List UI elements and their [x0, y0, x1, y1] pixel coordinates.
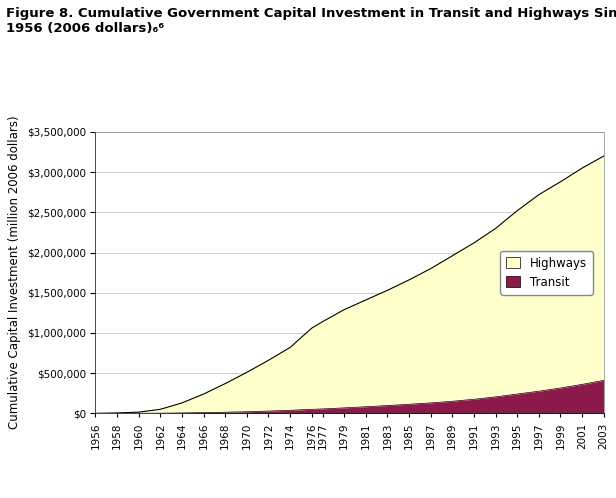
Text: 1956 (2006 dollars)₆⁶: 1956 (2006 dollars)₆⁶: [6, 22, 164, 35]
Y-axis label: Cumulative Capital Investment (million 2006 dollars): Cumulative Capital Investment (million 2…: [8, 116, 21, 429]
Legend: Highways, Transit: Highways, Transit: [500, 251, 593, 294]
Text: Figure 8. Cumulative Government Capital Investment in Transit and Highways Since: Figure 8. Cumulative Government Capital …: [6, 7, 616, 20]
